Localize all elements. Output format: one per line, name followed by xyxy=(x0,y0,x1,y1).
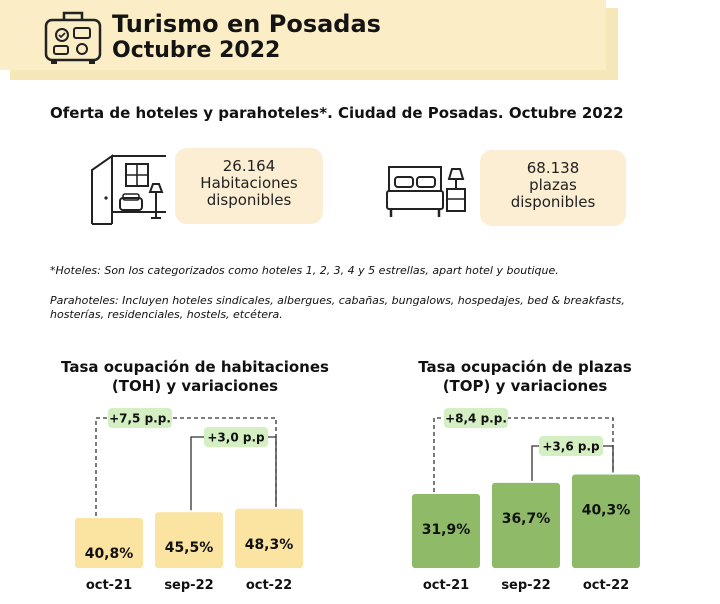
top-bar-sep-22 xyxy=(492,482,560,568)
top-bar-oct-22 xyxy=(572,474,640,568)
toh-chart-title-line2: (TOH) y variaciones xyxy=(111,377,279,395)
room-icon xyxy=(91,154,166,225)
top-bar-value-label: 40,3% xyxy=(582,503,631,519)
top-bar-oct-21 xyxy=(412,494,480,568)
top-chart-title-line1: Tasa ocupación de plazas xyxy=(418,358,632,376)
toh-x-tick-label: sep-22 xyxy=(164,578,213,593)
places-label-line1: plazas xyxy=(529,176,577,194)
toh-annotation-badge-1 xyxy=(108,408,172,428)
toh-bar-value-label: 45,5% xyxy=(165,540,214,556)
toh-annotation-label-2: +3,0 p.p xyxy=(207,431,265,445)
rooms-label-line2: disponibles xyxy=(206,191,292,209)
rooms-available-card: 26.164 Habitaciones disponibles xyxy=(175,148,323,224)
rooms-label-line1: Habitaciones xyxy=(200,174,298,192)
places-label-line2: disponibles xyxy=(510,193,596,211)
toh-bar-value-label: 40,8% xyxy=(85,546,134,562)
top-bar-value-label: 36,7% xyxy=(502,511,551,527)
top-chart-title: Tasa ocupación de plazas (TOP) y variaci… xyxy=(370,358,680,396)
toh-bar-value-label: 48,3% xyxy=(245,537,294,553)
places-value: 68.138 xyxy=(526,159,580,177)
top-annotation-label-2: +3,6 p.p xyxy=(542,440,600,454)
bed-icon xyxy=(386,166,466,217)
top-x-tick-label: oct-22 xyxy=(583,578,629,593)
top-bar-value-label: 31,9% xyxy=(422,522,471,538)
offer-heading: Oferta de hoteles y parahoteles*. Ciudad… xyxy=(50,104,624,122)
toh-x-tick-label: oct-21 xyxy=(86,578,132,593)
toh-annotation-label-1: +7,5 p.p. xyxy=(109,412,171,426)
toh-x-tick-label: oct-22 xyxy=(246,578,292,593)
hotels-definition-note: *Hoteles: Son los categorizados como hot… xyxy=(50,264,559,277)
places-available-card: 68.138 plazas disponibles xyxy=(480,150,626,226)
toh-bar-oct-22 xyxy=(235,508,303,568)
toh-chart-title: Tasa ocupación de habitaciones (TOH) y v… xyxy=(40,358,350,396)
toh-chart-title-line1: Tasa ocupación de habitaciones xyxy=(61,358,329,376)
top-annotation-label-1: +8,4 p.p. xyxy=(445,412,507,426)
top-annotation-badge-1 xyxy=(444,408,508,428)
top-annotation-bracket-1 xyxy=(433,417,614,492)
top-x-tick-label: sep-22 xyxy=(501,578,550,593)
top-annotation-badge-2 xyxy=(539,436,603,456)
top-chart-title-line2: (TOP) y variaciones xyxy=(442,377,608,395)
toh-bar-oct-21 xyxy=(75,518,143,568)
rooms-value: 26.164 xyxy=(222,157,276,175)
parahotels-definition-note: Parahoteles: Incluyen hoteles sindicales… xyxy=(50,294,625,321)
suitcase-icon xyxy=(44,11,102,64)
toh-annotation-bracket-2 xyxy=(190,436,277,511)
toh-annotation-badge-2 xyxy=(204,427,268,447)
page-title: Turismo en Posadas xyxy=(112,10,381,38)
page-subtitle: Octubre 2022 xyxy=(112,38,281,63)
top-x-tick-label: oct-21 xyxy=(423,578,469,593)
toh-bar-sep-22 xyxy=(155,512,223,568)
